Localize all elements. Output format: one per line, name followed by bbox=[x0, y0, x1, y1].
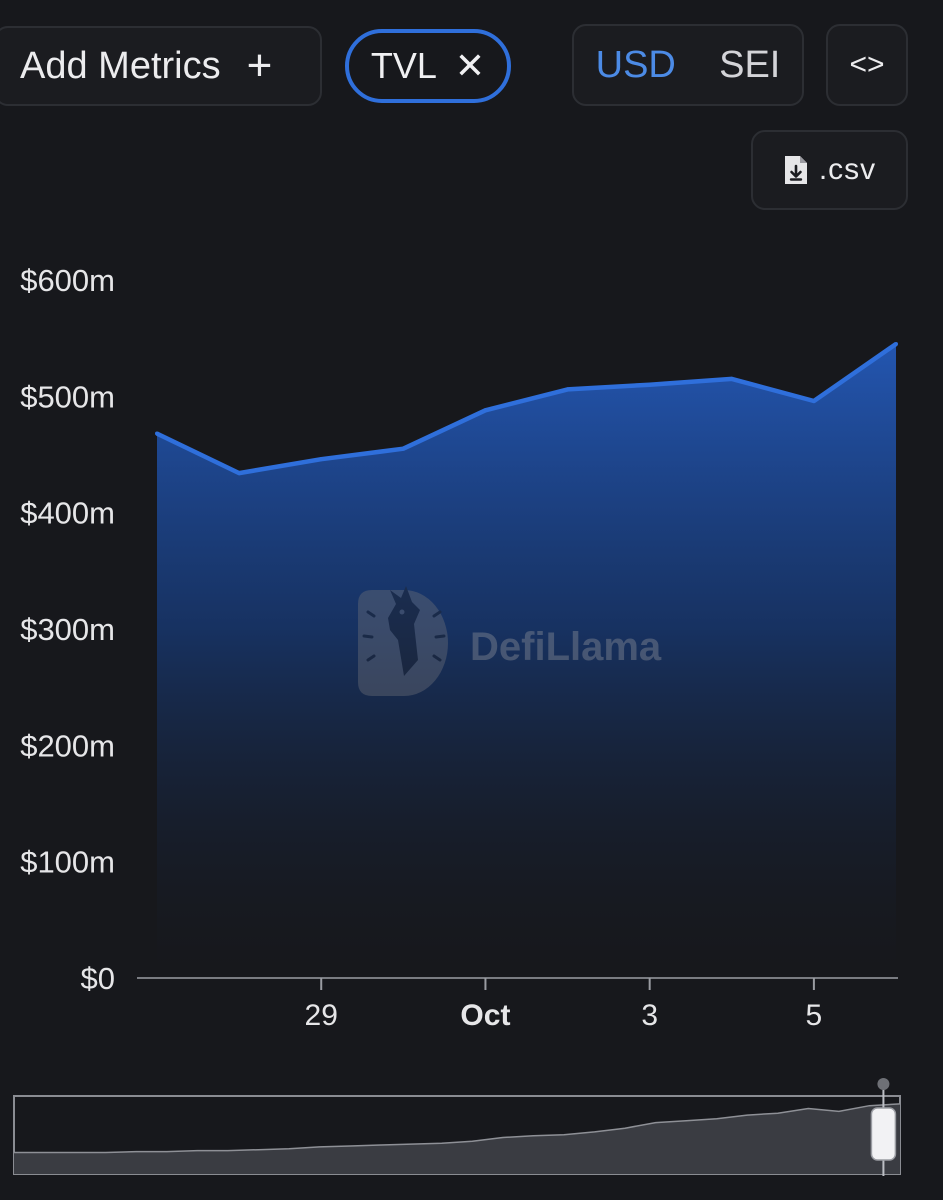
add-metrics-button[interactable]: Add Metrics + bbox=[0, 26, 322, 106]
tvl-area bbox=[157, 344, 896, 978]
tvl-metric-chip[interactable]: TVL ✕ bbox=[345, 29, 511, 103]
x-tick-label: 5 bbox=[806, 999, 823, 1032]
brush-handle-knob[interactable] bbox=[877, 1078, 890, 1090]
currency-usd-option[interactable]: USD bbox=[595, 43, 676, 86]
tvl-point bbox=[483, 408, 488, 413]
tvl-point bbox=[894, 341, 898, 346]
y-axis: $0 $100m $200m $300m $400m $500m $600m bbox=[20, 263, 115, 996]
tvl-point bbox=[729, 376, 734, 381]
tvl-point bbox=[647, 382, 652, 387]
tvl-point bbox=[401, 446, 406, 451]
y-tick-label: $400m bbox=[20, 496, 115, 531]
defillama-watermark: DefiLlama bbox=[358, 586, 662, 696]
file-download-icon bbox=[784, 156, 807, 184]
tvl-chip-label: TVL bbox=[370, 45, 437, 86]
embed-button[interactable]: <> bbox=[826, 24, 908, 106]
currency-toggle: USD SEI bbox=[572, 24, 804, 106]
csv-download-button[interactable]: .csv bbox=[751, 130, 908, 210]
plus-icon: + bbox=[246, 41, 273, 90]
area-layer bbox=[155, 341, 898, 978]
y-tick-label: $200m bbox=[20, 728, 115, 763]
defillama-logo bbox=[358, 586, 448, 696]
y-tick-label: $0 bbox=[81, 961, 115, 996]
tvl-point bbox=[565, 387, 570, 392]
x-axis: 29 Oct 3 5 bbox=[137, 977, 898, 1032]
code-icon: <> bbox=[849, 48, 885, 81]
x-tick-label: 29 bbox=[305, 999, 338, 1032]
range-brush[interactable] bbox=[13, 1078, 901, 1176]
csv-label: .csv bbox=[818, 153, 877, 186]
add-metrics-label: Add Metrics bbox=[20, 44, 221, 87]
tvl-point bbox=[155, 431, 159, 436]
y-tick-label: $500m bbox=[20, 379, 115, 414]
y-tick-label: $100m bbox=[20, 845, 115, 880]
tvl-point bbox=[319, 457, 324, 462]
currency-sei-option[interactable]: SEI bbox=[719, 43, 781, 86]
x-tick-label: 3 bbox=[641, 999, 658, 1032]
tvl-point bbox=[237, 471, 242, 476]
y-tick-label: $600m bbox=[20, 263, 115, 298]
tvl-line bbox=[156, 342, 898, 476]
watermark-text: DefiLlama bbox=[470, 625, 662, 669]
tvl-point bbox=[811, 398, 816, 403]
brush-handle[interactable] bbox=[870, 1107, 897, 1161]
close-icon[interactable]: ✕ bbox=[454, 45, 486, 86]
brush-overview-line bbox=[14, 1103, 901, 1154]
y-tick-label: $300m bbox=[20, 612, 115, 647]
x-tick-label: Oct bbox=[460, 999, 510, 1032]
